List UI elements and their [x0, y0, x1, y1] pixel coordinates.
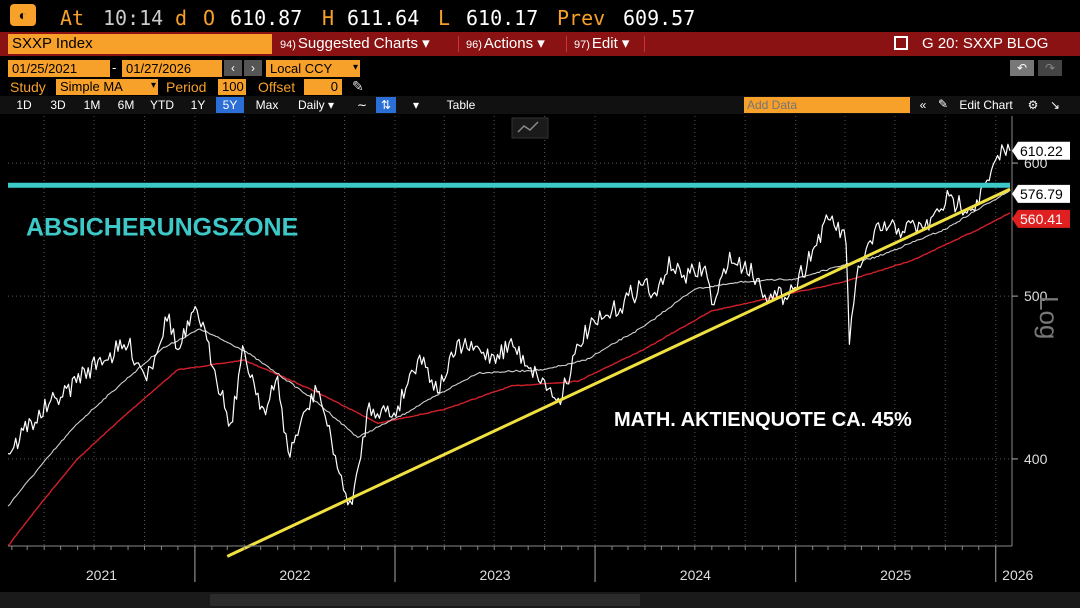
moving-average-short	[7, 189, 1011, 507]
series-layer	[7, 143, 1011, 547]
range-1d[interactable]: 1D	[16, 98, 32, 112]
quote-time: 10:14	[103, 6, 164, 30]
chevron-right-icon[interactable]: ›	[244, 60, 262, 76]
range-max[interactable]: Max	[255, 98, 279, 112]
end-date-field[interactable]: 01/27/2026	[122, 60, 222, 77]
blog-link[interactable]: G 20: SXXP BLOG	[922, 34, 1049, 54]
divider	[458, 36, 459, 52]
table-button[interactable]: Table	[446, 98, 476, 112]
add-data-input[interactable]	[744, 97, 910, 113]
actions-label: Actions ▾	[483, 35, 545, 52]
moving-average-long	[7, 212, 1011, 547]
high-value: 611.64	[347, 6, 420, 30]
actions-button[interactable]: 96) Actions ▾	[466, 34, 545, 54]
x-year-label: 2026	[1002, 567, 1033, 583]
settings-icon[interactable]: ⚙	[1027, 98, 1039, 112]
edit-label: Edit ▾	[591, 35, 630, 52]
divider	[566, 36, 567, 52]
date-dash: -	[112, 60, 117, 75]
open-value: 610.87	[230, 6, 303, 30]
suggested-num: 94)	[280, 39, 296, 51]
chart-type-icon[interactable]	[511, 117, 549, 139]
chart-type-line	[517, 121, 539, 133]
line-chart-icon[interactable]: ∼	[356, 98, 368, 112]
x-year-label: 2021	[86, 567, 117, 583]
range-ytd[interactable]: YTD	[150, 98, 174, 112]
start-date-field[interactable]: 01/25/2021	[8, 60, 110, 77]
x-year-label: 2022	[279, 567, 310, 583]
edit-chart-button[interactable]: Edit Chart	[959, 98, 1013, 112]
period-label: Period	[166, 79, 207, 95]
date-row: 01/25/2021 - 01/27/2026 ‹ › Local CCY ▾ ↶…	[0, 58, 1080, 78]
study-label: Study	[10, 79, 46, 95]
y-tick-label: 400	[1024, 451, 1048, 467]
ma-long-tag-box	[1012, 209, 1070, 228]
grid	[8, 116, 1010, 546]
undo-icon[interactable]: ↶	[1010, 60, 1034, 76]
x-year-label: 2024	[680, 567, 711, 583]
low-value: 610.17	[466, 6, 539, 30]
bar-chart-icon[interactable]: ⇅	[376, 97, 396, 113]
log-scale-label: Log	[1034, 296, 1064, 339]
offset-label: Offset	[258, 79, 296, 95]
equity-ratio-annotation: MATH. AKTIENQUOTE CA. 45%	[614, 409, 912, 431]
hedging-zone-label: ABSICHERUNGSZONE	[26, 213, 298, 241]
price-series	[7, 143, 1011, 506]
chevron-down-icon[interactable]: ▾	[412, 98, 420, 112]
range-5y[interactable]: 5Y	[216, 97, 244, 113]
ma-short-tag-box	[1012, 184, 1070, 203]
suggested-label: Suggested Charts ▾	[297, 35, 430, 52]
range-3d[interactable]: 3D	[50, 98, 66, 112]
prev-label: Prev	[557, 6, 606, 30]
pencil-icon: ✎	[938, 97, 949, 111]
menu-bar: SXXP Index 94) Suggested Charts ▾ 96) Acti…	[0, 32, 1080, 56]
ma-short-tag: 576.79	[1020, 186, 1063, 202]
study-value: Simple MA	[60, 79, 123, 94]
low-label: L	[438, 6, 451, 30]
currency-value: Local CCY	[270, 61, 333, 76]
range-6m[interactable]: 6M	[117, 98, 135, 112]
chevron-left-icon[interactable]: ‹	[224, 60, 242, 76]
chevron-down-icon: ▾	[150, 80, 156, 91]
trendline	[226, 187, 1011, 558]
x-year-label: 2023	[479, 567, 510, 583]
redo-icon[interactable]: ↷	[1038, 60, 1062, 76]
x-year-label: 2025	[880, 567, 911, 583]
offset-field[interactable]: 0	[304, 79, 342, 95]
last-price-tag: 610.22	[1020, 143, 1063, 159]
edit-num: 97)	[574, 39, 590, 51]
resize-icon[interactable]: ↘	[1049, 98, 1061, 112]
launch-icon[interactable]	[894, 36, 908, 50]
scroll-thumb	[210, 594, 640, 606]
price-chart[interactable]: ABSICHERUNGSZONE MATH. AKTIENQUOTE CA. 45…	[0, 116, 1080, 608]
ma-long-tag: 560.41	[1020, 211, 1063, 227]
open-label: O	[203, 6, 216, 30]
quote-bar: ◐ At 10:14 d O 610.87 H 611.64 L 610.17 …	[0, 0, 1080, 32]
range-1m[interactable]: 1M	[83, 98, 101, 112]
currency-select[interactable]: Local CCY ▾	[266, 60, 360, 77]
collapse-icon[interactable]: «	[919, 98, 927, 112]
terminal-icon[interactable]: ◐	[10, 4, 36, 26]
high-label: H	[322, 6, 335, 30]
divider	[644, 36, 645, 52]
pencil-icon[interactable]: ✎	[352, 78, 364, 94]
suggested-charts-button[interactable]: 94) Suggested Charts ▾	[280, 34, 430, 54]
ticker-field[interactable]: SXXP Index	[8, 34, 272, 54]
study-select[interactable]: Simple MA ▾	[56, 79, 158, 95]
overlay-layer: ABSICHERUNGSZONE MATH. AKTIENQUOTE CA. 45…	[8, 182, 1011, 558]
edit-button[interactable]: 97) Edit ▾	[574, 34, 630, 54]
d-label: d	[175, 6, 188, 30]
range-1y[interactable]: 1Y	[190, 98, 206, 112]
frequency-select[interactable]: Daily ▾	[297, 98, 335, 112]
range-row: 1D 3D 1M 6M YTD 1Y 5Y Max Daily ▾ ∼ ⇅ ▾ …	[0, 96, 1080, 114]
study-row: Study Simple MA ▾ Period 100 Offset 0 ✎	[0, 78, 1080, 96]
last-price-tag-box	[1012, 141, 1070, 160]
at-label: At	[60, 6, 85, 30]
period-field[interactable]: 100	[218, 79, 246, 95]
prev-value: 609.57	[623, 6, 696, 30]
actions-num: 96)	[466, 39, 482, 51]
y-tick-label: 500	[1024, 288, 1048, 304]
chevron-down-icon: ▾	[352, 62, 358, 73]
